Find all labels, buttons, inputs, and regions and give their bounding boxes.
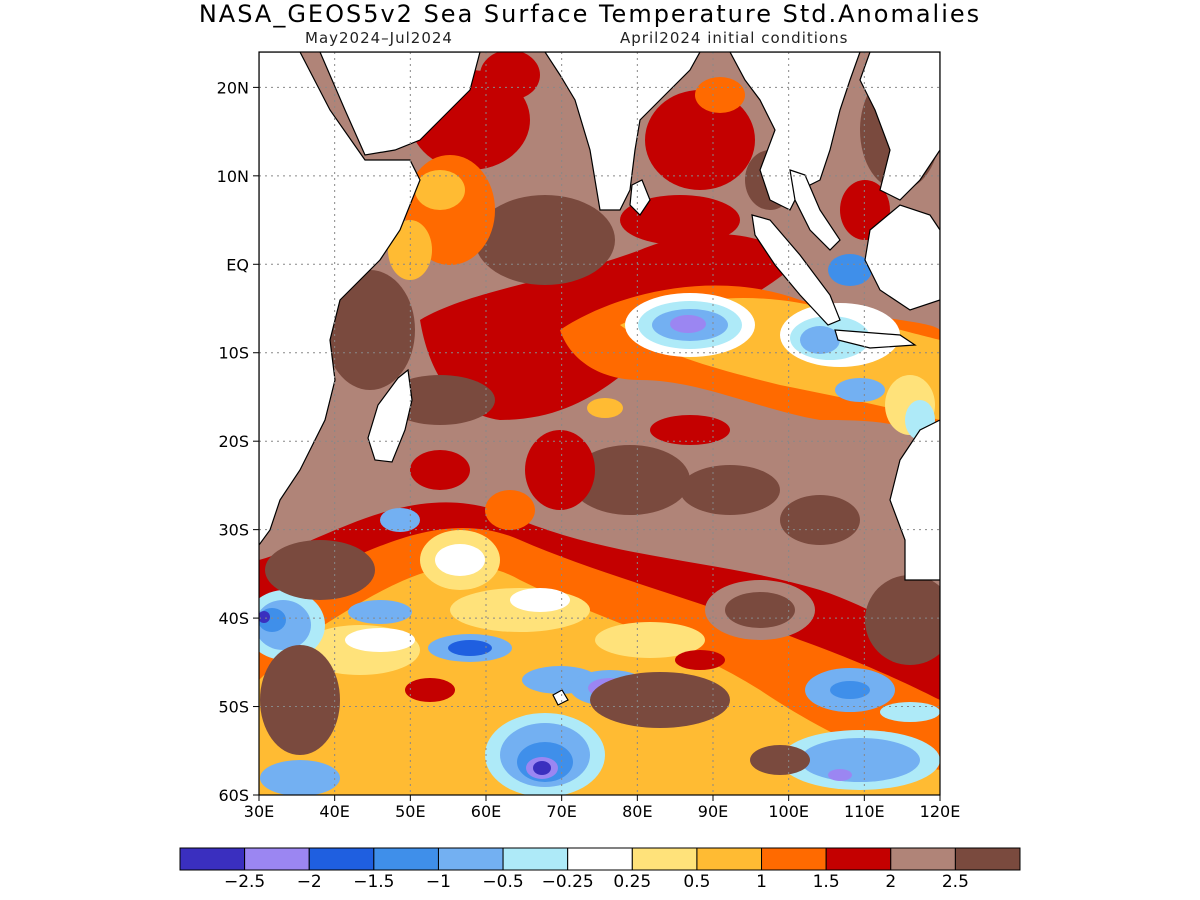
forecast-period: May2024–Jul2024	[305, 29, 453, 47]
india-landmass	[544, 52, 701, 211]
colorbar-label: −1.5	[353, 872, 395, 892]
lat-tick-label: 10S	[218, 344, 249, 363]
colorbar-swatch	[179, 847, 246, 871]
colorbar-swatch	[373, 847, 439, 871]
colorbar-label: 2	[885, 872, 897, 892]
lat-tick-label: 10N	[217, 167, 249, 186]
malay-peninsula-landmass	[789, 169, 841, 251]
lat-tick-label: EQ	[226, 255, 249, 274]
lon-tick-label: 80E	[622, 802, 652, 821]
colorbar	[179, 847, 1021, 871]
initial-conditions: April2024 initial conditions	[620, 29, 849, 47]
colorbar-swatch	[696, 847, 763, 871]
lon-tick-label: 40E	[319, 802, 349, 821]
colorbar-label: −2	[296, 872, 322, 892]
colorbar-swatch	[437, 847, 504, 871]
sri-lanka-landmass	[629, 179, 651, 216]
arabia-landmass	[319, 52, 481, 156]
colorbar-label: −0.25	[541, 872, 594, 892]
sumatra-landmass	[751, 214, 841, 326]
lat-tick-label: 40S	[218, 609, 249, 628]
colorbar-swatch	[954, 847, 1021, 871]
lon-tick-label: 100E	[768, 802, 809, 821]
colorbar-swatch	[890, 847, 956, 871]
colorbar-label: −1	[425, 872, 451, 892]
map-title: NASA_GEOS5v2 Sea Surface Temperature Std…	[198, 0, 982, 28]
lon-tick-label: 90E	[698, 802, 728, 821]
colorbar-swatch	[308, 847, 375, 871]
madagascar-landmass	[367, 368, 413, 463]
lon-tick-label: 30E	[244, 802, 274, 821]
land-masses	[259, 52, 940, 706]
lon-tick-label: 70E	[546, 802, 576, 821]
colorbar-label: 1.5	[812, 872, 840, 892]
colorbar-label: 2.5	[941, 872, 969, 892]
colorbar-swatch	[761, 847, 827, 871]
lat-tick-label: 20N	[217, 78, 249, 97]
southern-ocean-field	[259, 502, 940, 795]
colorbar-label: −0.5	[482, 872, 524, 892]
central-basin-field	[325, 195, 940, 545]
colorbar-swatch	[631, 847, 698, 871]
lat-tick-label: 50S	[218, 698, 249, 717]
colorbar-label: 0.25	[613, 872, 652, 892]
africa-landmass	[259, 52, 421, 547]
map-plot-area	[259, 52, 940, 795]
colorbar-swatch	[502, 847, 569, 871]
lon-tick-label: 60E	[471, 802, 501, 821]
plot-frame	[258, 51, 941, 796]
kerguelen-island	[552, 689, 569, 706]
vietnam-landmass	[859, 52, 940, 201]
colorbar-label: −2.5	[223, 872, 266, 892]
colorbar-swatch	[825, 847, 892, 871]
lat-tick-label: 60S	[218, 786, 249, 805]
colorbar-swatch	[567, 847, 633, 871]
lon-tick-label: 110E	[844, 802, 885, 821]
borneo-landmass	[864, 204, 940, 311]
colorbar-label: 0.5	[683, 872, 711, 892]
lat-tick-label: 20S	[218, 432, 249, 451]
java-landmass	[834, 329, 917, 349]
colorbar-swatch	[244, 847, 310, 871]
lon-tick-label: 120E	[920, 802, 961, 821]
gridlines	[259, 52, 940, 795]
australia-landmass	[889, 419, 940, 581]
colorbar-label: 1	[756, 872, 767, 892]
lon-tick-label: 50E	[395, 802, 425, 821]
lat-tick-label: 30S	[218, 521, 249, 540]
